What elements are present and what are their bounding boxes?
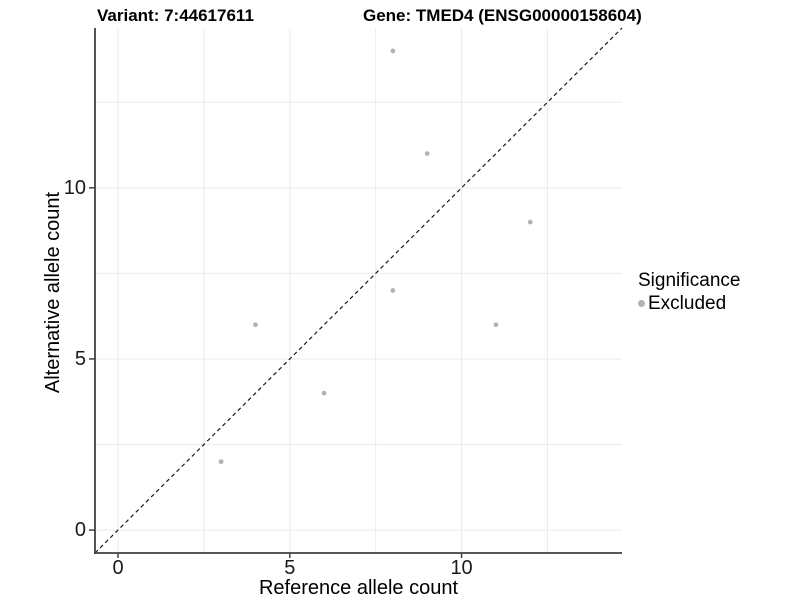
x-tick-label: 10	[450, 557, 473, 579]
data-point	[390, 48, 396, 54]
legend-item-excluded: Excluded	[638, 293, 740, 315]
data-point	[253, 322, 258, 328]
identity-dashed-line	[94, 27, 623, 554]
data-point	[493, 322, 499, 328]
legend-title: Significance	[638, 270, 741, 291]
plot-title-gene: Gene: TMED4 (ENSG00000158604)	[363, 6, 642, 25]
data-point	[424, 151, 430, 157]
y-tick-label: 10	[63, 176, 86, 199]
y-tick-label: 0	[74, 519, 86, 542]
data-point	[527, 219, 533, 225]
data-point	[218, 459, 224, 465]
data-point	[390, 288, 396, 293]
x-tick-label: 5	[284, 557, 296, 579]
legend-item-label: Excluded	[648, 292, 727, 314]
plot-title-variant: Variant: 7:44617611	[97, 6, 254, 25]
x-tick-label: 0	[112, 557, 124, 579]
legend-point-icon	[638, 300, 645, 308]
y-tick-label: 5	[74, 347, 86, 370]
legend: Significance Excluded	[638, 270, 740, 315]
data-point	[321, 390, 327, 396]
y-axis-title: Alternative allele count	[42, 191, 64, 394]
x-axis-title: Reference allele count	[258, 577, 458, 599]
